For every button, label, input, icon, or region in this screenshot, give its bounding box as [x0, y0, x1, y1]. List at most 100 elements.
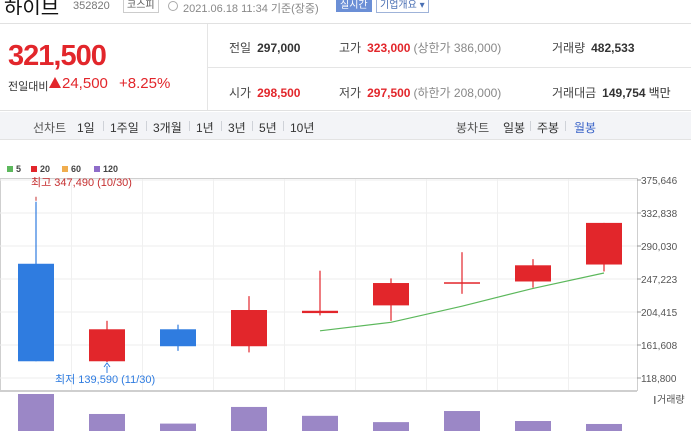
legend-swatch-ma120 — [94, 166, 100, 172]
volume-bar — [160, 423, 196, 431]
y-tick-label: 118,800 — [641, 374, 677, 385]
legend-swatch-ma60 — [62, 166, 68, 172]
company-overview-button[interactable]: 기업개요 ▾ — [376, 0, 429, 13]
volume-bar — [444, 411, 480, 431]
low-arrow-icon — [103, 362, 111, 368]
divider — [565, 121, 566, 131]
legend-swatch-ma20 — [31, 166, 37, 172]
period-1y[interactable]: 1년 — [196, 121, 214, 135]
y-tick-label: 332,838 — [641, 209, 678, 220]
annotations: 최고 347,490 (10/30) 최저 139,590 (11/30) — [31, 176, 155, 386]
volume-bar — [89, 413, 125, 431]
stat-high: 고가 323,000 (상한가 386,000) — [339, 39, 501, 56]
price-summary: 321,500 전일대비 24,500 +8.25% 전일 297,000 시가 2… — [0, 23, 691, 111]
candle-body — [231, 310, 267, 347]
stat-value: 297,000 — [257, 41, 301, 55]
period-1d[interactable]: 1일 — [77, 121, 95, 135]
volume-bar — [373, 422, 409, 431]
divider — [283, 121, 284, 131]
legend-swatch-ma5 — [7, 166, 13, 172]
current-price: 321,500 — [8, 40, 107, 72]
stat-label: 고가 — [339, 41, 362, 55]
candle-body — [373, 283, 409, 306]
period-3m[interactable]: 3개월 — [153, 121, 182, 135]
stat-label: 저가 — [339, 86, 362, 100]
candle-body — [515, 265, 551, 282]
stock-code: 352820 — [73, 0, 110, 12]
upper-limit: (상한가 386,000) — [413, 41, 502, 55]
candle-body — [160, 329, 196, 347]
stat-low: 저가 297,500 (하한가 208,000) — [339, 84, 501, 101]
stat-prev-close: 전일 297,000 — [229, 39, 300, 56]
stat-open: 시가 298,500 — [229, 84, 300, 101]
candlestick-chart[interactable]: 375,646 332,838 290,030 247,223 204,415 161,6… — [0, 170, 691, 434]
lower-limit: (하한가 208,000) — [413, 86, 502, 100]
chart-grid — [0, 178, 638, 392]
line-chart-label: 선차트 — [33, 121, 67, 135]
stat-amount: 거래대금 149,754 백만 — [552, 84, 671, 101]
candle-body — [444, 282, 480, 284]
divider — [252, 121, 253, 131]
candles — [18, 201, 622, 362]
volume-bar — [231, 406, 267, 431]
divider — [189, 121, 190, 131]
y-tick-label: 161,608 — [641, 341, 678, 352]
y-tick-label: 375,646 — [641, 176, 678, 187]
volume-label: 거래량 — [657, 394, 685, 406]
stat-label: 거래대금 — [552, 86, 597, 100]
volume-bar — [586, 423, 622, 431]
divider — [530, 121, 531, 131]
price-change: 24,500 — [62, 75, 108, 92]
divider — [208, 67, 691, 68]
period-monthly[interactable]: 월봉 — [574, 121, 597, 135]
stat-label: 전일 — [229, 41, 252, 55]
period-selector: 선차트 1일 1주일 3개월 1년 3년 5년 10년 봉차트 일봉 주봉 월봉 — [0, 112, 691, 140]
legend-ma20: 20 — [40, 164, 51, 174]
change-label: 전일대비 — [8, 81, 49, 93]
divider — [207, 24, 208, 110]
stat-value: 149,754 — [602, 86, 646, 100]
realtime-button[interactable]: 실시간 — [336, 0, 372, 12]
period-daily[interactable]: 일봉 — [503, 121, 526, 135]
divider — [103, 121, 104, 131]
low-annotation: 최저 139,590 (11/30) — [55, 373, 155, 386]
ma5-line — [319, 272, 605, 332]
market-badge: 코스피 — [123, 0, 159, 13]
volume-bar — [18, 394, 54, 431]
plot-frame — [0, 178, 638, 391]
up-arrow-icon — [49, 77, 61, 88]
stat-label: 거래량 — [552, 41, 586, 55]
volume-legend-mark — [654, 396, 656, 404]
legend-ma120: 120 — [103, 164, 119, 174]
stock-name[interactable]: 하이브 — [4, 0, 60, 15]
high-annotation: 최고 347,490 (10/30) — [31, 176, 132, 189]
candle-body — [302, 310, 338, 314]
price-change-percent: +8.25% — [119, 75, 171, 92]
stat-unit: 백만 — [648, 86, 671, 100]
divider — [146, 121, 147, 131]
period-weekly[interactable]: 주봉 — [537, 121, 560, 135]
candle-body — [18, 263, 54, 362]
candle-body — [89, 329, 125, 362]
y-tick-label: 290,030 — [641, 242, 678, 253]
company-overview-label: 기업개요 — [380, 0, 417, 11]
volume-bars — [18, 394, 622, 431]
clock-icon — [168, 1, 178, 11]
period-5y[interactable]: 5년 — [259, 121, 277, 135]
stat-value: 297,500 — [367, 86, 411, 100]
legend-ma60: 60 — [71, 164, 82, 174]
stat-value: 482,533 — [591, 41, 635, 55]
stat-volume: 거래량 482,533 — [552, 39, 635, 56]
period-3y[interactable]: 3년 — [228, 121, 246, 135]
y-tick-label: 247,223 — [641, 275, 678, 286]
period-10y[interactable]: 10년 — [290, 121, 315, 135]
stat-label: 시가 — [229, 86, 252, 100]
period-1w[interactable]: 1주일 — [110, 121, 139, 135]
volume-bar — [515, 421, 551, 431]
candle-chart-label: 봉차트 — [456, 121, 490, 135]
legend-ma5: 5 — [16, 164, 22, 174]
volume-bar — [302, 415, 338, 431]
candle-body — [586, 222, 622, 265]
y-tick-label: 204,415 — [641, 308, 678, 319]
